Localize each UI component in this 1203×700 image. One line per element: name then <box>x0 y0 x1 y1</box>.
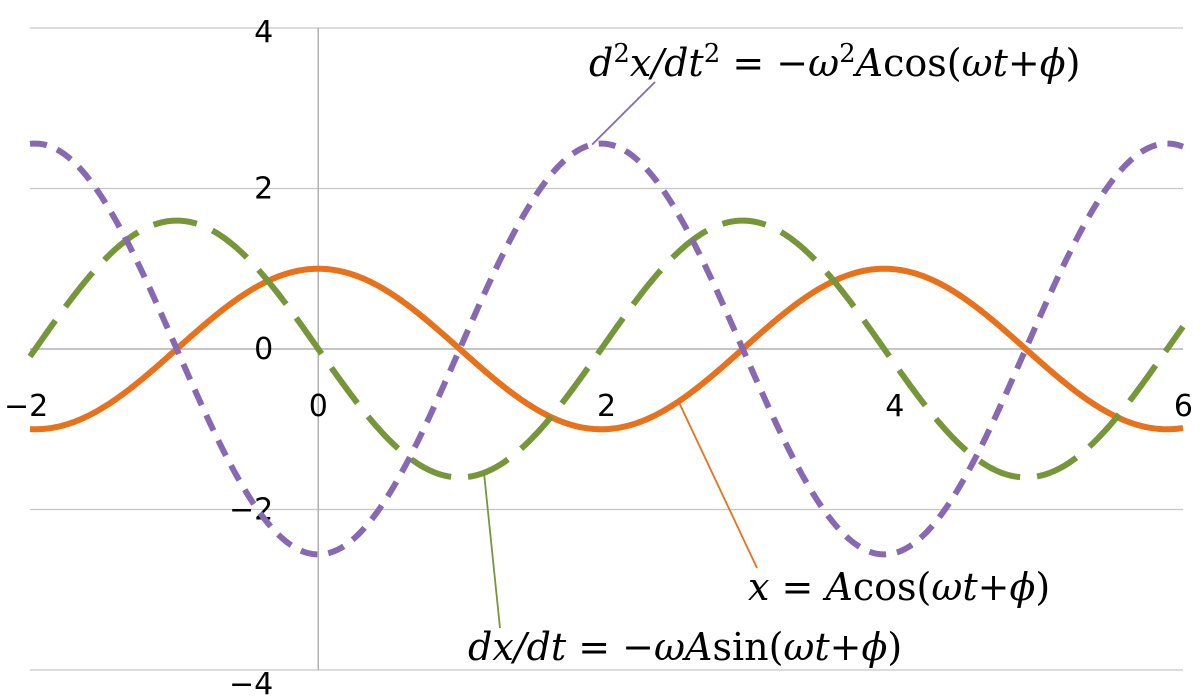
y-tick-label: 2 <box>254 172 273 207</box>
y-tick-label: 0 <box>254 332 273 367</box>
velocity-equation-label: dx/dt = −ωAsin(ωt+ϕ) <box>468 625 902 669</box>
series-line-x <box>29 265 1184 433</box>
y-tick-labels: 420−2−4 <box>229 15 273 700</box>
x-tick-label: 2 <box>597 389 616 424</box>
leader-line-a <box>591 81 656 146</box>
y-tick-label: −4 <box>229 667 273 700</box>
y-tick-label: 4 <box>254 15 273 50</box>
x-tick-label: −2 <box>4 389 48 424</box>
series-line-a <box>29 140 1185 558</box>
x-tick-label: 4 <box>885 389 904 424</box>
x-tick-label: 0 <box>309 389 328 424</box>
leader-line-x <box>677 401 758 569</box>
x-tick-label: 6 <box>1174 389 1193 424</box>
series-lines <box>27 140 1186 558</box>
annotation-leader-lines <box>483 81 758 629</box>
series-line-v <box>27 217 1186 481</box>
x-tick-labels: −2 0 2 4 6 <box>4 389 1193 424</box>
leader-line-v <box>483 472 501 629</box>
acceleration-equation-label: d2x/dt2 = −ω2Acos(ωt+ϕ) <box>589 39 1080 85</box>
position-equation-label: x = Acos(ωt+ϕ) <box>748 565 1050 609</box>
gridlines <box>30 27 1183 671</box>
